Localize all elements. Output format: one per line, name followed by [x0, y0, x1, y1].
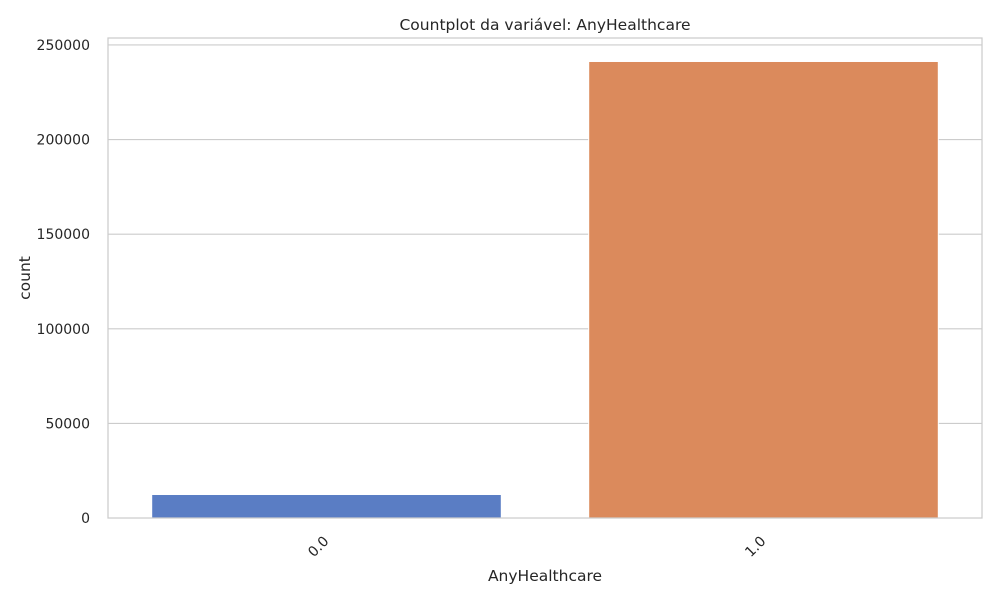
y-tick-label: 100000 — [37, 322, 90, 338]
y-tick-labels: 0 50000 100000 150000 200000 250000 — [37, 38, 90, 527]
bar-1-0 — [588, 60, 939, 519]
chart-title: Countplot da variável: AnyHealthcare — [399, 16, 690, 34]
y-tick-label: 200000 — [37, 133, 90, 149]
bars — [151, 60, 939, 519]
y-tick-label: 150000 — [37, 227, 90, 243]
x-axis-label: AnyHealthcare — [488, 567, 602, 585]
x-tick-labels: 0.0 1.0 — [305, 534, 769, 561]
y-tick-label: 0 — [81, 511, 90, 527]
x-tick-label: 0.0 — [305, 534, 332, 561]
x-tick-label: 1.0 — [742, 534, 769, 561]
bar-0-0 — [151, 494, 502, 519]
plot-frame — [107, 37, 983, 519]
y-axis-label: count — [16, 256, 34, 300]
y-tick-label: 50000 — [45, 416, 90, 432]
y-tick-label: 250000 — [37, 38, 90, 54]
